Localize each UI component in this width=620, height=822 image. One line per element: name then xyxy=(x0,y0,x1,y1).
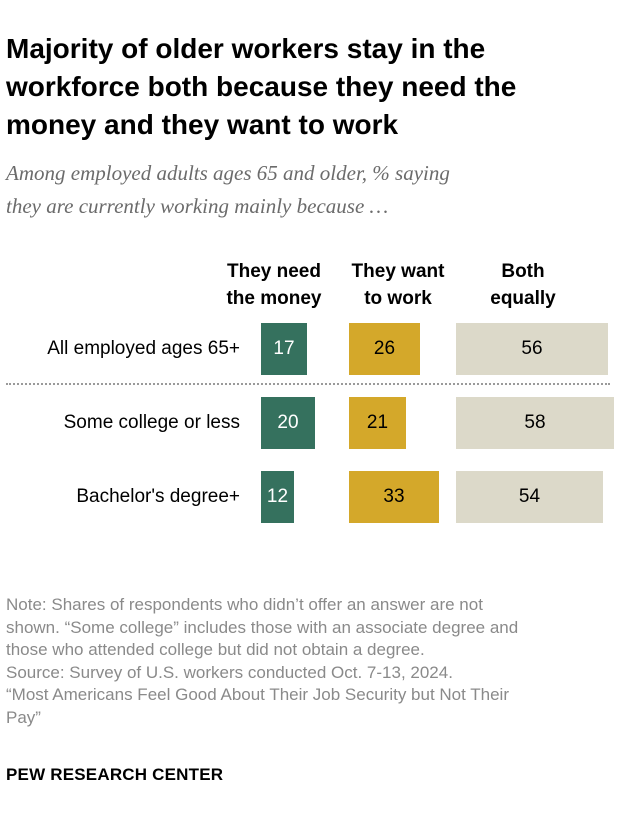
row-label: Some college or less xyxy=(63,412,240,433)
column-header-want-work: They want to work xyxy=(334,258,462,312)
column-header-line: to work xyxy=(364,288,432,309)
data-label-both-equally: 58 xyxy=(524,412,546,433)
column-header-line: Both xyxy=(501,261,545,282)
report-title-line: “Most Americans Feel Good About Their Jo… xyxy=(6,685,509,704)
chart-title-line: Majority of older workers stay in the xyxy=(6,33,486,64)
source-line: Source: Survey of U.S. workers conducted… xyxy=(6,662,453,682)
column-header-line: equally xyxy=(490,288,556,309)
data-label-want-work: 21 xyxy=(366,412,389,433)
column-header-line: the money xyxy=(226,288,322,309)
bar-both-equally xyxy=(456,397,614,449)
column-header-both-equally: Both equally xyxy=(470,258,576,312)
row-divider xyxy=(6,383,610,385)
chart-subtitle-line: Among employed adults ages 65 and older,… xyxy=(6,161,450,185)
chart-title: Majority of older workers stay in the wo… xyxy=(6,30,606,144)
chart-title-line: money and they want to work xyxy=(6,109,399,140)
note-line: those who attended college but did not o… xyxy=(6,640,425,659)
bar-want-work xyxy=(349,397,406,449)
data-label-both-equally: 54 xyxy=(518,486,541,507)
bar-want-work xyxy=(349,323,420,375)
bar-both-equally xyxy=(456,323,608,375)
data-label-both-equally: 56 xyxy=(521,338,543,359)
column-header-line: They need xyxy=(227,261,321,282)
bar-want-work xyxy=(349,471,439,523)
pew-research-logo: PEW RESEARCH CENTER xyxy=(6,765,224,784)
chart-notes: Note: Shares of respondents who didn’t o… xyxy=(6,594,614,729)
chart-subtitle: Among employed adults ages 65 and older,… xyxy=(6,157,606,223)
report-title-line: Pay” xyxy=(6,707,41,727)
data-label-want-work: 33 xyxy=(383,486,405,507)
chart-title-line: workforce both because they need the xyxy=(6,71,517,102)
row-label: All employed ages 65+ xyxy=(47,338,240,359)
bar-need-money xyxy=(261,471,294,523)
bar-need-money xyxy=(261,323,307,375)
data-label-need-money: 17 xyxy=(273,338,295,359)
note-line: shown. “Some college” includes those wit… xyxy=(6,617,519,637)
data-label-need-money: 20 xyxy=(277,412,299,433)
chart-subtitle-line: they are currently working mainly becaus… xyxy=(6,194,389,218)
data-label-want-work: 26 xyxy=(373,338,396,359)
note-line: Note: Shares of respondents who didn’t o… xyxy=(6,595,483,614)
data-label-need-money: 12 xyxy=(266,486,289,507)
column-header-need-money: They need the money xyxy=(208,258,340,312)
row-label: Bachelor's degree+ xyxy=(76,486,240,507)
bar-both-equally xyxy=(456,471,603,523)
column-header-line: They want xyxy=(351,261,445,282)
bar-need-money xyxy=(261,397,315,449)
